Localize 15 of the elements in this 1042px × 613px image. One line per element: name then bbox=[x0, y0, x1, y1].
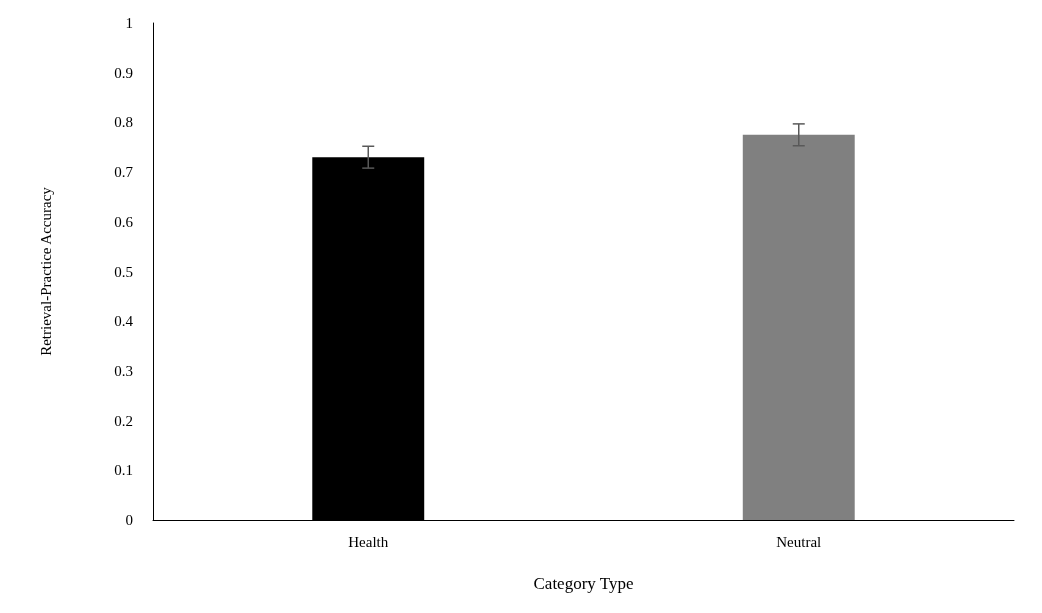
y-tick-label: 0.8 bbox=[114, 114, 133, 131]
y-tick-label: 1 bbox=[125, 15, 133, 31]
x-tick-label: Neutral bbox=[776, 533, 822, 550]
x-axis-title: Category Type bbox=[533, 574, 634, 593]
y-tick-label: 0.5 bbox=[114, 263, 133, 280]
y-tick-label: 0.3 bbox=[114, 362, 133, 379]
y-tick-label: 0.1 bbox=[114, 462, 133, 479]
y-tick-label: 0.6 bbox=[114, 213, 134, 230]
y-tick-label: 0.9 bbox=[114, 64, 133, 81]
y-axis-title: Retrieval-Practice Accuracy bbox=[37, 186, 54, 356]
x-tick-label: Health bbox=[348, 533, 389, 550]
y-tick-label: 0.4 bbox=[114, 313, 134, 330]
y-tick-label: 0.7 bbox=[114, 164, 134, 181]
y-tick-label: 0.2 bbox=[114, 412, 133, 429]
y-tick-label: 0 bbox=[125, 512, 133, 528]
